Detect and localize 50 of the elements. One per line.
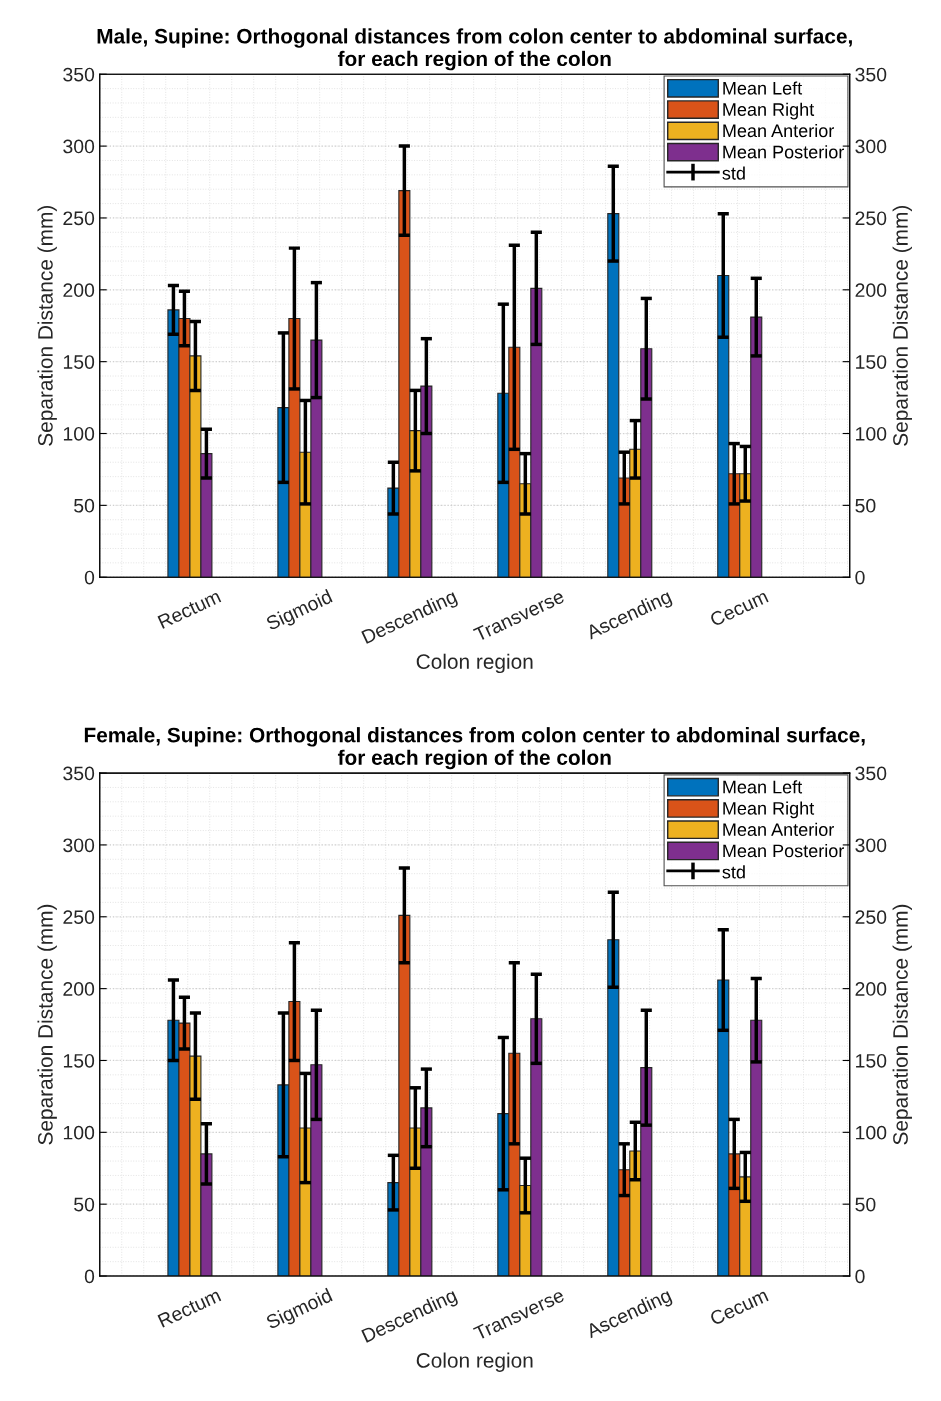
y-tick-label: 100	[63, 426, 95, 441]
y2-tick-label: 100	[856, 1125, 887, 1140]
legend-label: Mean Left	[723, 81, 803, 95]
y2-tick-label: 250	[855, 910, 887, 925]
chart-title: Male, Supine: Orthogonal distances from colon center to abdominal surface, for each region of the colon	[97, 28, 852, 71]
y2-tick-label: 350	[855, 67, 887, 82]
y-tick-label: 250	[63, 211, 95, 226]
legend-label: Mean Right	[723, 801, 815, 819]
y-tick-label: 50	[74, 498, 95, 513]
y-tick-label: 0	[84, 1269, 95, 1284]
y2-tick-label: 50	[855, 498, 876, 513]
y2-tick-label: 250	[855, 211, 887, 226]
y-tick-label: 200	[63, 982, 95, 996]
y2-tick-label: 150	[856, 1053, 887, 1068]
x-axis-title: Colon region	[416, 653, 533, 674]
y-axis-title: Separation Distance (mm)	[37, 206, 57, 446]
y2-tick-label: 50	[855, 1197, 876, 1212]
y-tick-label: 350	[63, 67, 95, 82]
legend-label: Mean Posterior	[723, 145, 845, 159]
y-tick-label: 150	[63, 355, 95, 369]
y-tick-label: 300	[63, 139, 95, 154]
y-tick-label: 0	[84, 570, 95, 585]
annotation: std	[722, 865, 745, 879]
y-tick-label: 250	[63, 910, 95, 925]
y2-tick-label: 0	[855, 1269, 865, 1284]
legend-label: Mean Anterior	[723, 123, 834, 138]
y-axis-title: Separation Distance (mm)	[37, 904, 57, 1145]
y2-tick-label: 300	[855, 838, 887, 853]
y2-axis-title: Separation Distance (mm)	[892, 904, 912, 1145]
x-axis-title: Colon region	[416, 1352, 533, 1372]
legend-label: Mean Right	[723, 102, 815, 120]
y2-tick-label: 350	[855, 766, 887, 781]
x-tick-label: Cecum	[709, 1288, 769, 1326]
y2-tick-label: 100	[856, 426, 887, 441]
y2-tick-label: 200	[855, 982, 887, 996]
y-tick-label: 300	[63, 838, 95, 853]
y-tick-label: 50	[74, 1197, 95, 1212]
y2-tick-label: 150	[856, 355, 887, 369]
x-tick-label: Cecum	[709, 589, 769, 627]
y-tick-label: 200	[63, 283, 95, 298]
y2-tick-label: 0	[855, 570, 865, 585]
y-tick-label: 150	[63, 1053, 95, 1068]
legend-label: Mean Anterior	[723, 822, 834, 836]
y2-tick-label: 200	[855, 283, 887, 298]
annotation: std	[722, 166, 745, 180]
legend-label: Mean Left	[723, 780, 803, 794]
y2-axis-title: Separation Distance (mm)	[892, 206, 912, 446]
legend-label: Mean Posterior	[723, 843, 845, 858]
y-tick-label: 100	[63, 1125, 95, 1140]
y2-tick-label: 300	[855, 139, 887, 154]
